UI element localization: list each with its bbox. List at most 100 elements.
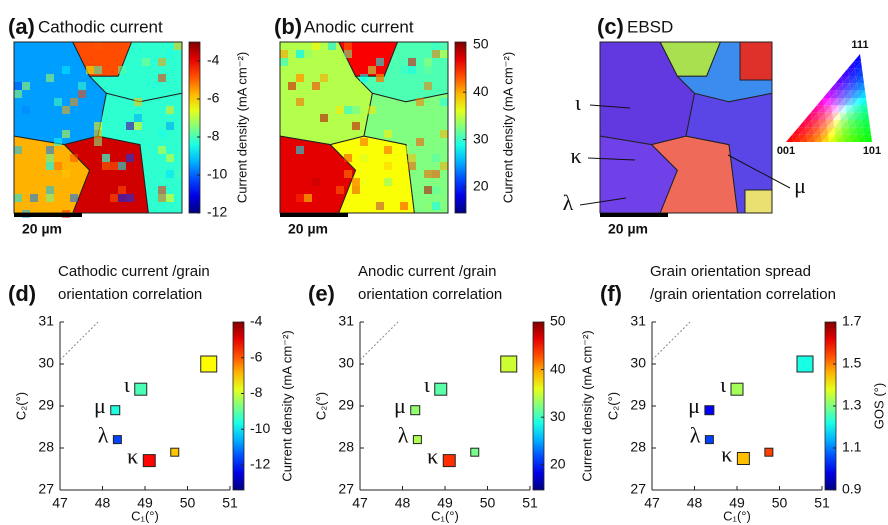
ipf-cell bbox=[829, 83, 837, 91]
colorbar-tick-label: 0.9 bbox=[842, 481, 862, 497]
ipf-cell bbox=[799, 134, 807, 142]
ipf-cell bbox=[857, 134, 865, 142]
ipf-cell bbox=[861, 112, 869, 120]
map-pixel bbox=[400, 66, 408, 74]
panel-title: /grain orientation correlation bbox=[650, 286, 836, 303]
ipf-cell bbox=[851, 90, 859, 98]
ipf-cell bbox=[842, 127, 850, 135]
x-tick-label: 49 bbox=[137, 495, 153, 511]
arrow bbox=[587, 157, 636, 161]
map-pixel bbox=[166, 106, 174, 114]
ipf-cell bbox=[830, 98, 838, 106]
ipf-cell bbox=[860, 105, 868, 113]
ipf-cell bbox=[830, 90, 838, 98]
map-pixel bbox=[134, 122, 142, 130]
ipf-cell bbox=[838, 105, 846, 113]
map-pixel bbox=[166, 154, 174, 162]
colorbar-tick-label: 1.1 bbox=[842, 439, 862, 455]
map-pixel bbox=[328, 42, 336, 50]
ipf-cell bbox=[829, 90, 837, 98]
map-frame bbox=[279, 41, 449, 214]
ipf-cell bbox=[812, 120, 820, 128]
map-pixel bbox=[376, 202, 384, 210]
ipf-cell bbox=[786, 134, 794, 142]
ipf-cell bbox=[857, 90, 865, 98]
map-pixel bbox=[424, 66, 432, 74]
ipf-cell bbox=[845, 105, 853, 113]
point-label: ι bbox=[720, 372, 726, 397]
map-pixel bbox=[118, 194, 126, 202]
map-pixel bbox=[158, 146, 166, 154]
ipf-cell bbox=[856, 134, 864, 142]
colorbar-tick-label: 50 bbox=[550, 313, 566, 329]
arrow bbox=[727, 154, 791, 189]
map-pixel bbox=[408, 162, 416, 170]
colorbar-tick-label: -8 bbox=[250, 384, 263, 400]
ipf-cell bbox=[804, 112, 812, 120]
ipf-cell bbox=[837, 90, 845, 98]
ipf-cell bbox=[793, 134, 801, 142]
map-pixel bbox=[46, 146, 54, 154]
panel-label: (a) bbox=[8, 14, 35, 39]
ipf-cell bbox=[800, 134, 808, 142]
colorbar-tick-label: -6 bbox=[250, 348, 263, 364]
colorbar-tick-label: 30 bbox=[550, 408, 566, 424]
ipf-cell bbox=[823, 98, 831, 106]
panel-label: (e) bbox=[308, 281, 335, 306]
map-pixel bbox=[440, 130, 448, 138]
ipf-cell bbox=[859, 105, 867, 113]
ipf-cell bbox=[835, 76, 843, 84]
map-pixel bbox=[288, 82, 296, 90]
ipf-cell bbox=[816, 98, 824, 106]
map-pixel bbox=[400, 146, 408, 154]
x-tick-label: 47 bbox=[52, 495, 68, 511]
data-point bbox=[410, 405, 421, 416]
point-label: μ bbox=[688, 393, 700, 418]
map-pixel bbox=[110, 162, 118, 170]
map-pixel bbox=[86, 66, 94, 74]
ipf-cell bbox=[824, 98, 832, 106]
map-pixel bbox=[174, 42, 182, 50]
map-pixel bbox=[344, 50, 352, 58]
map-pixel bbox=[102, 154, 110, 162]
data-point bbox=[500, 355, 518, 373]
ipf-cell bbox=[840, 112, 848, 120]
map-pixel bbox=[432, 50, 440, 58]
map-pixel bbox=[54, 138, 62, 146]
ipf-cell bbox=[819, 120, 827, 128]
ipf-cell bbox=[841, 68, 849, 76]
y-axis-label: C₂(°) bbox=[313, 392, 328, 420]
y-tick-label: 28 bbox=[338, 439, 354, 455]
map-pixel bbox=[134, 98, 142, 106]
data-point bbox=[412, 435, 422, 445]
y-tick-label: 30 bbox=[630, 355, 646, 371]
ipf-cell bbox=[851, 98, 859, 106]
ipf-cell bbox=[824, 105, 832, 113]
colorbar-tick-label: -10 bbox=[250, 420, 270, 436]
map-pixel bbox=[296, 74, 304, 82]
y-tick-label: 29 bbox=[630, 397, 646, 413]
ipf-cell bbox=[798, 120, 806, 128]
ipf-cell bbox=[839, 105, 847, 113]
ipf-cell bbox=[804, 120, 812, 128]
colorbar-tick-label: -10 bbox=[207, 166, 227, 182]
map-pixel bbox=[78, 90, 86, 98]
y-tick-label: 30 bbox=[338, 355, 354, 371]
data-point bbox=[704, 405, 715, 416]
colorbar-tick-label: 1.5 bbox=[842, 355, 862, 371]
ipf-cell bbox=[842, 134, 850, 142]
colorbar-tick-label: -12 bbox=[207, 204, 227, 220]
map-pixel bbox=[352, 122, 360, 130]
ipf-cell bbox=[820, 127, 828, 135]
ipf-cell bbox=[827, 127, 835, 135]
ipf-cell bbox=[836, 90, 844, 98]
ipf-cell bbox=[845, 98, 853, 106]
x-tick-label: 48 bbox=[687, 495, 703, 511]
map-pixel bbox=[384, 178, 392, 186]
y-tick-label: 27 bbox=[338, 481, 354, 497]
ipf-cell bbox=[838, 98, 846, 106]
ipf-cell bbox=[846, 105, 854, 113]
ipf-cell bbox=[843, 90, 851, 98]
ipf-cell bbox=[805, 127, 813, 135]
ipf-cell bbox=[832, 112, 840, 120]
